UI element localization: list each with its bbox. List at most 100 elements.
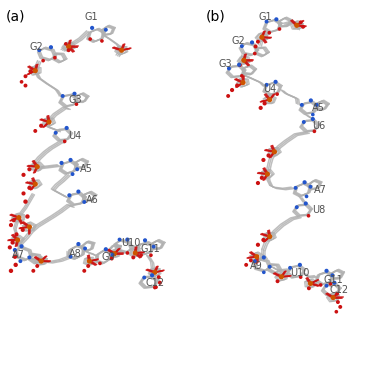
Point	[18, 243, 25, 249]
Point	[271, 149, 278, 155]
Point	[116, 237, 123, 243]
Point	[63, 41, 69, 47]
Point	[124, 250, 131, 256]
Point	[274, 278, 281, 284]
Point	[264, 171, 270, 177]
Text: G3: G3	[69, 96, 82, 105]
Point	[71, 91, 78, 97]
Point	[263, 82, 270, 88]
Point	[330, 295, 336, 301]
Point	[152, 285, 158, 291]
Point	[38, 258, 44, 264]
Point	[300, 24, 306, 30]
Point	[306, 285, 312, 291]
Point	[260, 237, 267, 243]
Point	[52, 55, 58, 61]
Point	[156, 274, 162, 280]
Text: U10: U10	[121, 238, 140, 247]
Point	[261, 254, 267, 260]
Point	[272, 79, 279, 85]
Point	[149, 272, 155, 278]
Point	[12, 247, 18, 253]
Point	[323, 283, 330, 289]
Point	[267, 264, 273, 270]
Point	[17, 258, 24, 264]
Text: A5: A5	[80, 164, 93, 174]
Text: A8: A8	[69, 249, 82, 259]
Point	[308, 97, 314, 103]
Point	[66, 192, 73, 198]
Text: G1: G1	[84, 12, 98, 22]
Point	[255, 39, 261, 45]
Point	[36, 47, 42, 53]
Point	[58, 160, 65, 166]
Point	[237, 62, 243, 68]
Point	[97, 260, 103, 266]
Text: A9: A9	[250, 261, 263, 271]
Text: G2: G2	[29, 42, 43, 51]
Point	[259, 175, 265, 181]
Point	[226, 65, 232, 71]
Point	[327, 281, 334, 287]
Point	[261, 269, 267, 275]
Point	[294, 22, 300, 28]
Point	[32, 68, 38, 74]
Point	[62, 138, 68, 144]
Point	[153, 284, 159, 290]
Point	[248, 257, 254, 263]
Text: G9: G9	[102, 252, 116, 262]
Point	[30, 268, 36, 274]
Point	[99, 38, 105, 44]
Point	[287, 265, 293, 271]
Point	[15, 237, 21, 243]
Point	[333, 309, 339, 315]
Point	[267, 97, 273, 103]
Text: U6: U6	[312, 121, 325, 131]
Point	[103, 27, 109, 33]
Point	[60, 93, 66, 99]
Point	[335, 299, 341, 305]
Text: A6: A6	[86, 195, 99, 205]
Point	[152, 269, 158, 275]
Text: U8: U8	[312, 205, 325, 215]
Point	[337, 304, 343, 310]
Point	[252, 258, 258, 264]
Point	[86, 258, 93, 264]
Point	[22, 73, 29, 79]
Point	[22, 199, 29, 205]
Point	[12, 254, 18, 260]
Point	[298, 19, 304, 25]
Point	[331, 280, 338, 286]
Point	[276, 26, 283, 32]
Text: A7: A7	[314, 186, 327, 195]
Point	[292, 185, 299, 191]
Point	[67, 157, 74, 163]
Point	[310, 116, 316, 122]
Point	[26, 166, 33, 172]
Point	[75, 241, 82, 247]
Point	[303, 201, 309, 206]
Point	[323, 268, 330, 274]
Text: U10: U10	[290, 268, 309, 278]
Point	[249, 39, 255, 45]
Text: G11: G11	[140, 244, 160, 254]
Point	[85, 263, 91, 269]
Point	[26, 254, 33, 260]
Point	[229, 87, 235, 93]
Point	[46, 119, 52, 125]
Point	[240, 80, 246, 86]
Point	[267, 234, 273, 240]
Point	[252, 44, 259, 49]
Text: (a): (a)	[6, 9, 25, 23]
Point	[81, 199, 87, 205]
Point	[297, 262, 303, 268]
Point	[225, 93, 231, 99]
Point	[27, 68, 34, 74]
Point	[34, 263, 40, 269]
Point	[265, 153, 272, 158]
Point	[103, 246, 109, 252]
Point	[301, 119, 307, 125]
Point	[7, 244, 13, 250]
Point	[260, 157, 267, 163]
Point	[303, 193, 310, 199]
